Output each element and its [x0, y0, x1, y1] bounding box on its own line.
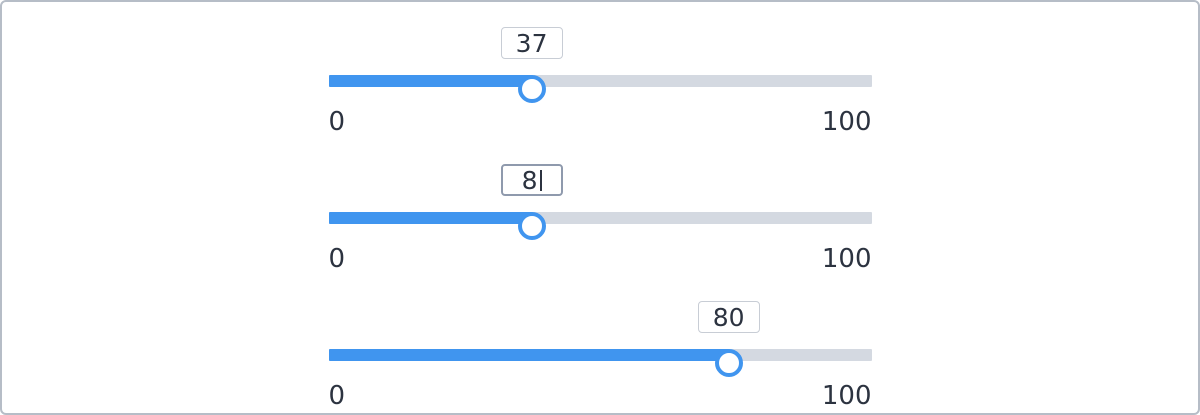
slider-row: 8 0 100	[328, 164, 872, 274]
slider2-max-label: 100	[821, 244, 872, 274]
slider2-value-text: 8	[521, 165, 538, 195]
slider3-value-text: 80	[712, 302, 745, 332]
slider3-fill	[328, 349, 729, 361]
slider-row: 80 0 100	[328, 301, 872, 411]
slider2-track[interactable]	[328, 212, 872, 240]
slider1-min-label: 0	[328, 107, 346, 137]
text-cursor	[539, 169, 542, 191]
slider3-min-label: 0	[328, 381, 346, 411]
slider1-max-label: 100	[821, 107, 872, 137]
slider1-value-input[interactable]: 37	[500, 27, 563, 59]
slider1-track[interactable]	[328, 75, 872, 103]
slider3-track[interactable]	[328, 349, 872, 377]
sliders-container: 37 0 100 8	[328, 2, 872, 411]
slider3-max-label: 100	[821, 381, 872, 411]
slider3-thumb[interactable]	[714, 349, 743, 377]
slider2-min-label: 0	[328, 244, 346, 274]
slider3-value-input[interactable]: 80	[697, 301, 760, 333]
slider2-fill	[328, 212, 532, 224]
slider1-thumb[interactable]	[517, 75, 546, 103]
slider2-thumb[interactable]	[517, 212, 546, 240]
slider1-fill	[328, 75, 532, 87]
slider-row: 37 0 100	[328, 27, 872, 137]
slider2-value-input[interactable]: 8	[500, 164, 563, 196]
slider1-value-text: 37	[515, 28, 548, 58]
